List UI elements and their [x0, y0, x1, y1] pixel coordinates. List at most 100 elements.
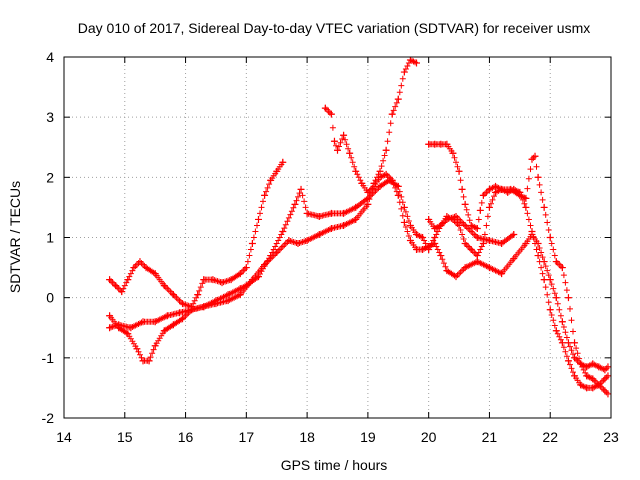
- data-point: [510, 255, 518, 263]
- x-tick-label: 14: [56, 429, 72, 445]
- data-point: [425, 140, 433, 148]
- data-point: [449, 215, 457, 223]
- data-point: [564, 357, 572, 365]
- data-point: [485, 203, 493, 211]
- data-point: [394, 182, 402, 190]
- data-point: [340, 131, 348, 139]
- data-point: [510, 230, 518, 238]
- data-point: [124, 330, 132, 338]
- data-point: [458, 185, 466, 193]
- data-point: [188, 306, 196, 314]
- data-point: [133, 345, 141, 353]
- data-point: [571, 372, 579, 380]
- data-point: [151, 270, 159, 278]
- data-point: [242, 264, 250, 272]
- data-point: [479, 191, 487, 199]
- data-point: [315, 230, 323, 238]
- y-tick-label: -1: [42, 350, 55, 366]
- data-point: [169, 291, 177, 299]
- data-point: [139, 357, 147, 365]
- data-point: [294, 240, 302, 248]
- data-point: [330, 137, 338, 145]
- data-point: [285, 237, 293, 245]
- data-point: [485, 237, 493, 245]
- x-axis-title: GPS time / hours: [281, 457, 388, 473]
- data-point: [467, 221, 475, 229]
- data-point: [200, 276, 208, 284]
- data-point: [485, 185, 493, 193]
- marker-trace: [106, 177, 517, 364]
- data-point: [531, 152, 539, 160]
- data-point: [419, 246, 427, 254]
- data-point: [452, 273, 460, 281]
- data-point: [261, 261, 269, 269]
- data-point: [564, 294, 572, 302]
- data-point: [327, 209, 335, 217]
- data-point: [601, 366, 609, 374]
- data-point: [160, 327, 168, 335]
- chart-title: Day 010 of 2017, Sidereal Day-to-day VTE…: [78, 20, 591, 36]
- data-point: [388, 110, 396, 118]
- data-point: [406, 237, 414, 245]
- data-point: [485, 264, 493, 272]
- data-point: [498, 185, 506, 193]
- data-point: [352, 215, 360, 223]
- data-point: [218, 279, 226, 287]
- x-tick-label: 22: [542, 429, 558, 445]
- data-point: [151, 342, 159, 350]
- data-point: [315, 212, 323, 220]
- data-point: [595, 363, 603, 371]
- data-point: [437, 140, 445, 148]
- data-point: [130, 264, 138, 272]
- data-point: [604, 363, 612, 371]
- data-point: [352, 167, 360, 175]
- data-point: [577, 360, 585, 368]
- data-point: [552, 294, 560, 302]
- data-point: [106, 312, 114, 320]
- data-point: [334, 146, 341, 154]
- data-point: [291, 200, 299, 208]
- data-point: [540, 203, 548, 211]
- x-tick-label: 20: [421, 429, 437, 445]
- data-point: [261, 191, 269, 199]
- data-point: [340, 209, 348, 217]
- data-point: [425, 243, 433, 251]
- data-point: [212, 300, 220, 308]
- data-point: [461, 221, 469, 229]
- data-point: [194, 291, 202, 299]
- data-point: [534, 252, 542, 260]
- data-point: [528, 227, 536, 235]
- data-point: [236, 270, 244, 278]
- data-point: [297, 185, 305, 193]
- data-point: [127, 324, 135, 332]
- data-point: [413, 246, 421, 254]
- data-point: [546, 306, 554, 314]
- data-point: [552, 258, 560, 266]
- data-point: [467, 246, 475, 254]
- data-point: [136, 258, 144, 266]
- data-point: [443, 267, 451, 275]
- data-point: [406, 56, 414, 64]
- marker-trace: [106, 159, 286, 310]
- data-point: [106, 276, 114, 284]
- data-point: [528, 155, 536, 163]
- data-point: [479, 240, 487, 248]
- data-point: [461, 264, 469, 272]
- series-track-f: [425, 185, 612, 392]
- data-point: [115, 321, 123, 329]
- data-point: [352, 203, 360, 211]
- data-point: [552, 327, 560, 335]
- data-point: [142, 264, 150, 272]
- data-point: [236, 291, 244, 299]
- data-point: [273, 167, 281, 175]
- y-axis-title: SDTVAR / TECUs: [7, 181, 23, 293]
- data-point: [473, 258, 481, 266]
- data-point: [601, 375, 609, 383]
- data-point: [169, 321, 177, 329]
- marker-trace: [425, 141, 611, 397]
- data-point: [431, 224, 439, 232]
- data-point: [346, 149, 354, 157]
- y-tick-label: -2: [42, 410, 55, 426]
- data-point: [382, 170, 390, 178]
